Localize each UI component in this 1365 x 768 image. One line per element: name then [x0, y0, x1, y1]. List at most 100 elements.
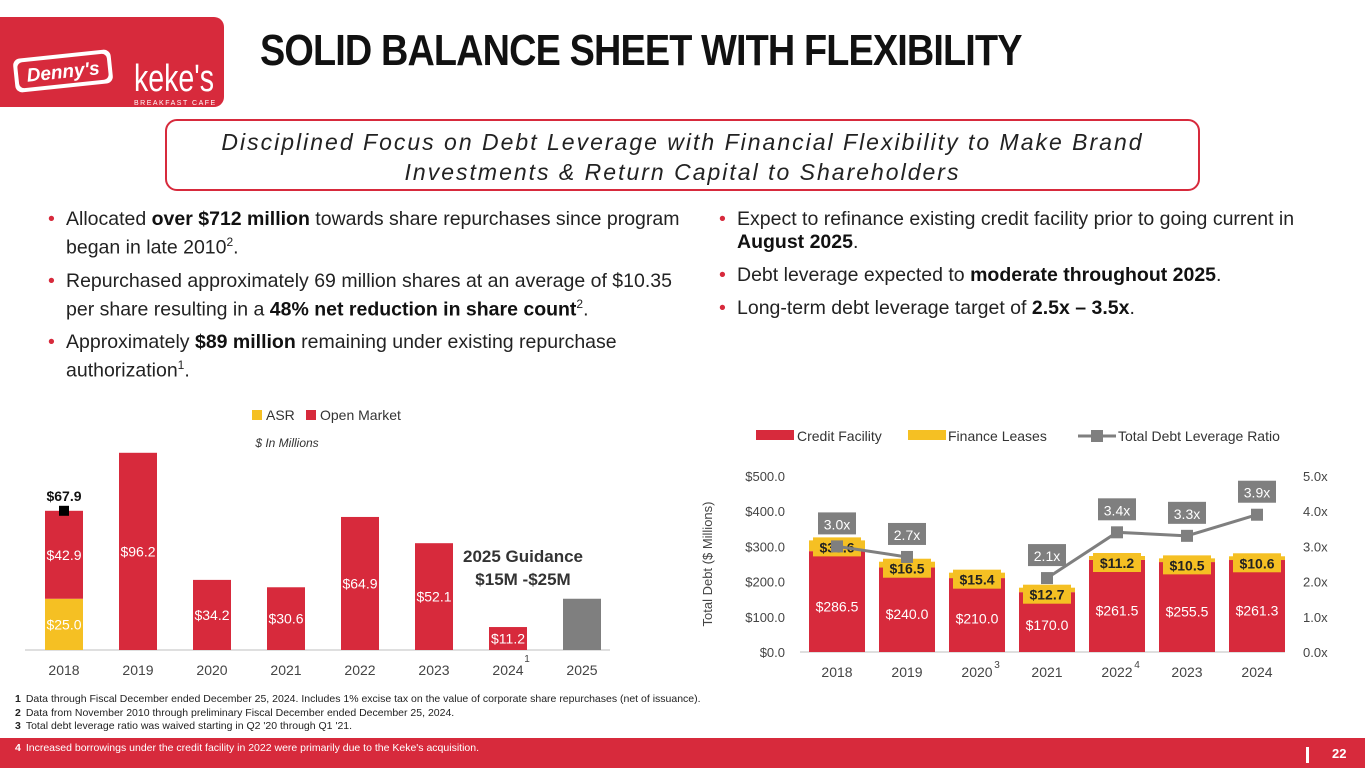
x-tick-label: 2020: [196, 662, 227, 678]
bar-label-credit-facility: $210.0: [956, 611, 999, 627]
bar-label-open-market: $52.1: [416, 589, 451, 605]
bar-label-finance-leases: $10.6: [1239, 555, 1274, 571]
bullet-item: Allocated over $712 million towards shar…: [48, 208, 688, 260]
leverage-marker: [1111, 526, 1123, 539]
y2-tick-label: 3.0x: [1303, 539, 1328, 554]
legend-swatch-credit-facility: [756, 430, 794, 440]
leverage-marker: [1181, 529, 1193, 542]
bullet-item: Expect to refinance existing credit faci…: [719, 208, 1319, 254]
footnote: 1 Data through Fiscal December ended Dece…: [15, 693, 701, 705]
footnote: 2 Data from November 2010 through prelimi…: [15, 706, 455, 719]
leverage-label: 3.0x: [824, 516, 850, 532]
page-number: 22: [1332, 746, 1347, 761]
bar-open-market: [119, 452, 157, 650]
legend-swatch-asr: [252, 410, 262, 420]
guidance-label-line-2: $15M -$25M: [475, 570, 570, 589]
legend-label-credit-facility: Credit Facility: [797, 428, 882, 444]
bar-open-market: [267, 587, 305, 650]
bar-open-market: [341, 516, 379, 650]
bar-label-credit-facility: $261.5: [1096, 603, 1139, 619]
bar-credit-facility: [1089, 559, 1145, 652]
bar-label-credit-facility: $255.5: [1166, 604, 1209, 620]
guidance-label-line-1: 2025 Guidance: [463, 547, 583, 566]
total-debt-chart: Credit Facility Finance Leases Total Debt …: [700, 428, 1328, 680]
y2-tick-label: 4.0x: [1303, 504, 1328, 519]
page-title: SOLID BALANCE SHEET WITH FLEXIBILITY: [260, 26, 1022, 75]
bullet-item: Repurchased approximately 69 million sha…: [48, 270, 688, 322]
bar-credit-facility: [1159, 562, 1215, 652]
leverage-label: 2.7x: [894, 527, 920, 543]
x-tick-superscript: 1: [524, 654, 530, 665]
x-tick-label: 2020: [961, 664, 992, 680]
subtitle-line-1: Disciplined Focus on Debt Leverage with …: [221, 129, 1144, 155]
y-tick-label: $200.0: [745, 575, 785, 590]
bullet-item: Approximately $89 million remaining unde…: [48, 331, 688, 383]
legend-label-finance-leases: Finance Leases: [948, 428, 1047, 444]
bar-label-box-finance-leases: [883, 558, 931, 578]
x-tick-label: 2022: [344, 662, 375, 678]
bar-credit-facility: [1229, 560, 1285, 652]
bar-label-open-market: $34.2: [194, 607, 229, 623]
legend-label-asr: ASR: [266, 407, 295, 423]
x-tick-label: 2023: [418, 662, 449, 678]
bar-label-credit-facility: $170.0: [1026, 617, 1069, 633]
leverage-line: [836, 513, 1258, 580]
total-label: $67.9: [46, 488, 81, 504]
footnote: 3 Total debt leverage ratio was waived st…: [15, 720, 353, 732]
bar-credit-facility: [809, 551, 865, 652]
x-tick-superscript: 4: [1134, 660, 1140, 671]
x-tick-label: 2024: [492, 662, 523, 678]
x-tick-label: 2023: [1171, 664, 1202, 680]
total-marker: [59, 505, 69, 516]
bar-open-market: [193, 579, 231, 650]
legend-label-open-market: Open Market: [320, 407, 401, 423]
leverage-label: 3.9x: [1244, 485, 1270, 501]
x-tick-label: 2018: [821, 664, 852, 680]
x-tick-label: 2018: [48, 662, 79, 678]
bar-label-open-market: $11.2: [491, 631, 525, 647]
logo-panel: Denny's keke's BREAKFAST CAFE: [0, 17, 224, 107]
y-tick-label: $300.0: [745, 539, 785, 554]
bar-credit-facility: [879, 567, 935, 652]
y-tick-label: $500.0: [745, 469, 785, 484]
bullet-item: Long-term debt leverage target of 2.5x –…: [719, 297, 1319, 320]
leverage-marker: [901, 550, 913, 563]
bar-label-open-market: $42.9: [46, 547, 81, 563]
subtitle-box: Disciplined Focus on Debt Leverage with …: [165, 119, 1200, 191]
kekes-logo-text: keke's: [134, 58, 214, 100]
bar-label-credit-facility: $240.0: [886, 606, 929, 622]
y2-tick-label: 1.0x: [1303, 610, 1328, 625]
bar-open-market: [45, 510, 83, 599]
bar-label-open-market: $64.9: [342, 575, 377, 591]
y-tick-label: $0.0: [760, 645, 785, 660]
bar-label-credit-facility: $261.3: [1236, 603, 1279, 619]
bar-label-open-market: $96.2: [120, 543, 155, 559]
x-tick-label: 2025: [566, 662, 597, 678]
bar-guidance: [563, 598, 601, 650]
bar-asr: [45, 598, 83, 650]
kekes-logo-subtext: BREAKFAST CAFE: [134, 100, 217, 107]
leverage-label: 2.1x: [1034, 548, 1060, 564]
page-marker: [1306, 747, 1309, 763]
bar-label-open-market: $30.6: [268, 611, 303, 627]
bar-label-box-finance-leases: [1163, 555, 1211, 575]
legend-swatch-finance-leases: [908, 430, 946, 440]
bullets-right: Expect to refinance existing credit faci…: [719, 208, 1319, 330]
leverage-label-box: [1098, 498, 1136, 521]
y2-tick-label: 0.0x: [1303, 645, 1328, 660]
chart-subtitle: $ In Millions: [254, 436, 318, 450]
legend-label-leverage: Total Debt Leverage Ratio: [1118, 428, 1280, 444]
x-tick-superscript: 3: [994, 660, 1000, 671]
dennys-logo: Denny's: [13, 49, 113, 93]
leverage-marker: [831, 540, 843, 553]
bar-label-box-finance-leases: [953, 569, 1001, 589]
x-tick-label: 2019: [891, 664, 922, 680]
bar-open-market: [489, 627, 527, 650]
bar-open-market: [415, 543, 453, 650]
leverage-label: 3.3x: [1174, 506, 1200, 522]
bar-label-finance-leases: $12.7: [1029, 587, 1064, 603]
bullets-left: Allocated over $712 million towards shar…: [48, 208, 688, 393]
legend-swatch-open-market: [306, 410, 316, 420]
bar-label-box-finance-leases: [1233, 553, 1281, 573]
x-tick-label: 2022: [1101, 664, 1132, 680]
